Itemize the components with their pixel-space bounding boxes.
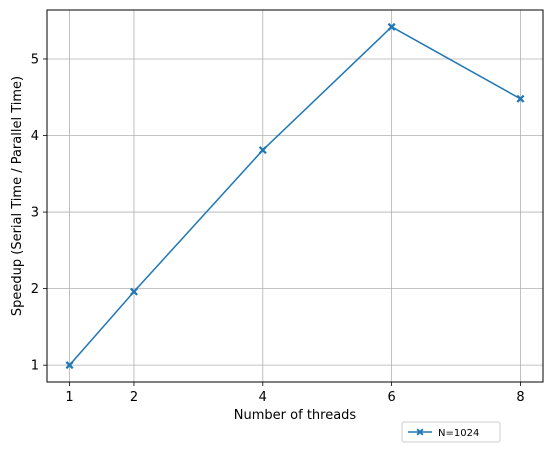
data-point — [258, 146, 267, 155]
x-tick-label: 8 — [516, 390, 524, 405]
series-line — [68, 25, 521, 366]
plot-frame — [46, 9, 544, 383]
data-point — [129, 287, 138, 296]
legend: N=1024 — [401, 421, 501, 443]
data-point — [516, 94, 525, 103]
y-tick-label: 1 — [31, 359, 39, 374]
series-layer — [65, 22, 525, 370]
legend-label: N=1024 — [438, 428, 479, 439]
y-axis-label: Speedup (Serial Time / Parallel Time) — [10, 76, 25, 316]
grid-lines — [47, 10, 543, 382]
data-point — [387, 22, 396, 31]
x-tick-label: 2 — [130, 390, 138, 405]
y-tick-label: 5 — [31, 52, 39, 67]
x-axis-label: Number of threads — [234, 408, 357, 423]
x-tick-label: 1 — [65, 390, 73, 405]
legend-marker — [416, 428, 424, 436]
y-tick-label: 2 — [31, 282, 39, 297]
axis-ticks: 1 2 4 6 8 1 2 3 4 5 — [31, 52, 525, 405]
y-tick-label: 3 — [31, 206, 39, 221]
legend-box — [401, 421, 501, 443]
x-tick-label: 6 — [387, 390, 395, 405]
data-point — [65, 361, 74, 370]
x-tick-label: 4 — [259, 390, 267, 405]
y-tick-label: 4 — [31, 129, 39, 144]
